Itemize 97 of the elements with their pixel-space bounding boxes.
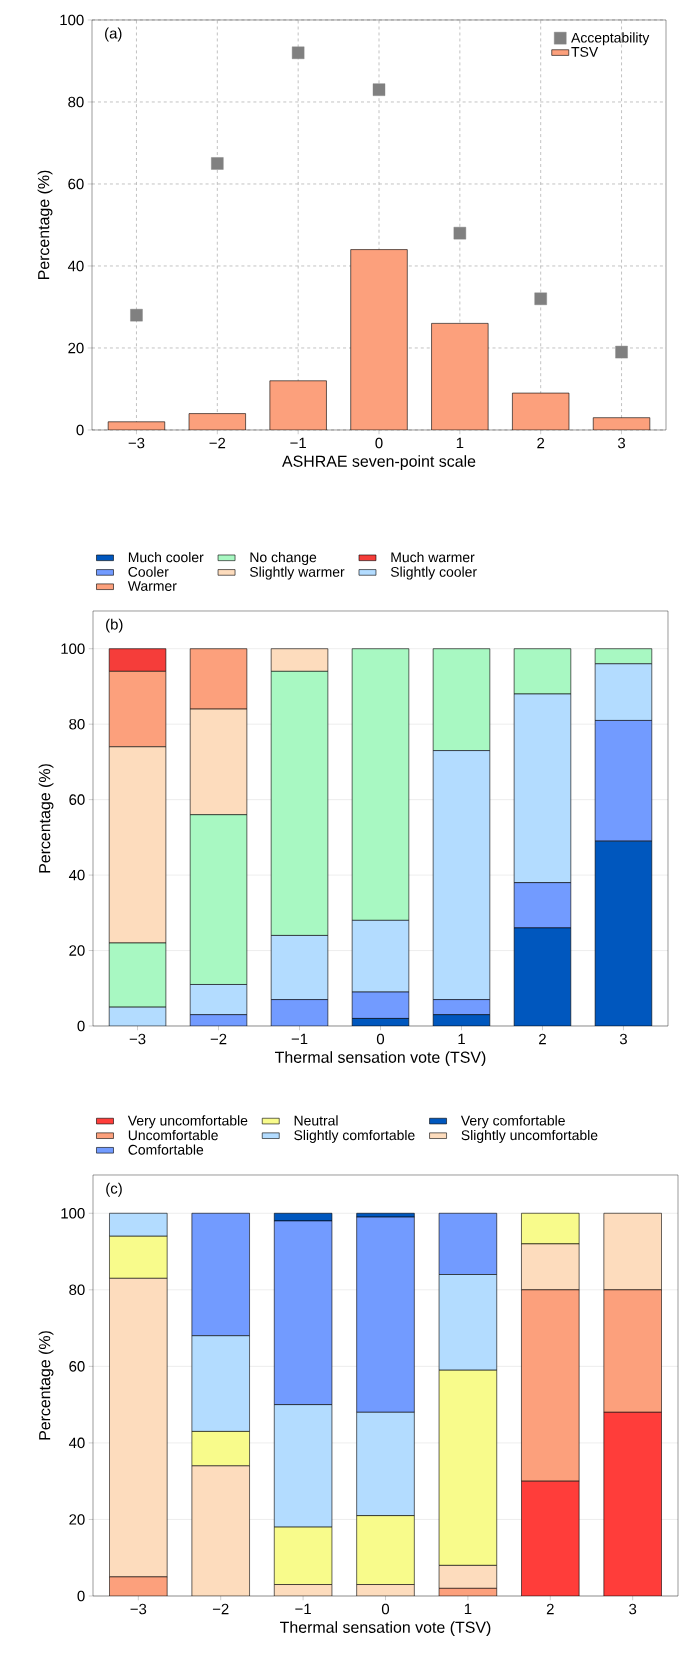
bar (594, 720, 653, 842)
bar (351, 920, 410, 993)
x-tick-label: −3 (130, 1603, 147, 1615)
y-tick-label: 80 (69, 1284, 85, 1296)
x-axis-title: ASHRAE seven-point scale (282, 455, 476, 471)
bar (603, 1289, 662, 1413)
x-tick-label: 3 (617, 437, 626, 449)
legend-label: Acceptability (571, 32, 650, 46)
x-tick-label: 1 (464, 1603, 472, 1615)
bar (514, 927, 571, 1026)
bar (438, 1565, 498, 1589)
legend-label: Slightly comfortable (294, 1129, 415, 1143)
x-axis-title: Thermal sensation vote (TSV) (279, 1621, 491, 1637)
x-tick-label: −2 (210, 1033, 227, 1045)
x-tick-label: −1 (291, 1033, 308, 1045)
point (372, 83, 386, 96)
x-tick-label: 2 (537, 437, 545, 449)
legend-label: No change (250, 552, 317, 566)
y-tick-label: 0 (77, 1020, 85, 1032)
y-tick-label: 0 (76, 424, 84, 436)
legend-label: Much cooler (128, 552, 204, 563)
x-tick-label: −3 (129, 1033, 146, 1045)
legend-label: Warmer (127, 581, 177, 591)
legend-label: Slightly uncomfortable (461, 1129, 598, 1143)
bar (512, 393, 569, 430)
y-tick-label: 40 (67, 260, 84, 272)
x-tick-label: −2 (212, 1603, 229, 1615)
y-tick-label: 20 (69, 1514, 85, 1525)
y-tick-label: 40 (68, 869, 85, 881)
y-axis-title: Percentage (%) (38, 764, 54, 873)
bar (269, 380, 327, 430)
legend-label: Much warmer (391, 552, 475, 563)
y-tick-label: 100 (60, 14, 84, 26)
y-axis-title: Percentage (%) (37, 170, 53, 280)
x-tick-label: 1 (456, 437, 464, 449)
bar (432, 750, 491, 1000)
legend-label: Cooler (128, 566, 169, 577)
legend-label: Uncomfortable (128, 1129, 218, 1141)
y-tick-label: 100 (61, 1207, 85, 1219)
y-tick-label: 100 (61, 643, 85, 654)
bar (191, 1465, 250, 1596)
y-tick-label: 20 (69, 945, 85, 956)
x-tick-label: 0 (376, 1033, 385, 1045)
bar (521, 1243, 580, 1291)
bar (270, 935, 329, 1000)
x-tick-label: 0 (381, 1603, 390, 1615)
bar (432, 999, 491, 1015)
annotation: (a) (105, 27, 122, 42)
bar (513, 882, 572, 929)
x-axis-title: Thermal sensation vote (TSV) (274, 1051, 486, 1067)
y-tick-label: 40 (68, 1437, 85, 1449)
annotation: (c) (106, 1182, 122, 1197)
x-tick-label: 2 (539, 1033, 546, 1045)
legend-label: Very uncomfortable (127, 1115, 248, 1129)
y-tick-label: 20 (68, 342, 84, 354)
legend-label: Slightly cooler (390, 566, 477, 580)
y-tick-label: 60 (69, 794, 85, 805)
bar (513, 693, 572, 883)
point (130, 308, 143, 322)
x-tick-label: −1 (290, 437, 306, 449)
bar (271, 999, 328, 1026)
x-tick-label: 3 (629, 1603, 637, 1615)
x-tick-label: 0 (375, 437, 383, 449)
point (211, 157, 224, 170)
legend-label: Comfortable (128, 1144, 204, 1155)
bar (603, 1212, 662, 1291)
point (453, 226, 467, 240)
x-tick-label: −3 (128, 437, 145, 449)
y-tick-label: 60 (68, 178, 84, 190)
x-tick-label: 2 (546, 1603, 554, 1615)
bar (109, 1278, 168, 1578)
legend-label: Neutral (294, 1115, 338, 1126)
bar (189, 984, 248, 1015)
bar (603, 1411, 662, 1596)
y-tick-label: 80 (68, 96, 84, 108)
legend-label: Slightly warmer (249, 566, 345, 580)
bar (351, 991, 410, 1019)
point (534, 292, 547, 305)
legend-label: TSV (571, 46, 599, 57)
y-tick-label: 60 (69, 1361, 85, 1372)
point (291, 46, 305, 59)
bar (521, 1481, 580, 1596)
bar (594, 840, 653, 1026)
point (615, 345, 628, 359)
bar (521, 1289, 580, 1482)
y-tick-label: 80 (69, 718, 85, 730)
bar (594, 663, 653, 721)
legend-label: Very comfortable (460, 1115, 565, 1129)
annotation: (b) (106, 618, 123, 633)
x-tick-label: 3 (619, 1033, 627, 1045)
y-tick-label: 0 (77, 1590, 85, 1602)
x-tick-label: 1 (458, 1033, 465, 1045)
x-tick-label: −2 (209, 437, 226, 449)
x-tick-label: −1 (295, 1603, 311, 1615)
bar (350, 249, 408, 430)
y-axis-title: Percentage (%) (38, 1331, 54, 1440)
bar (431, 323, 489, 430)
